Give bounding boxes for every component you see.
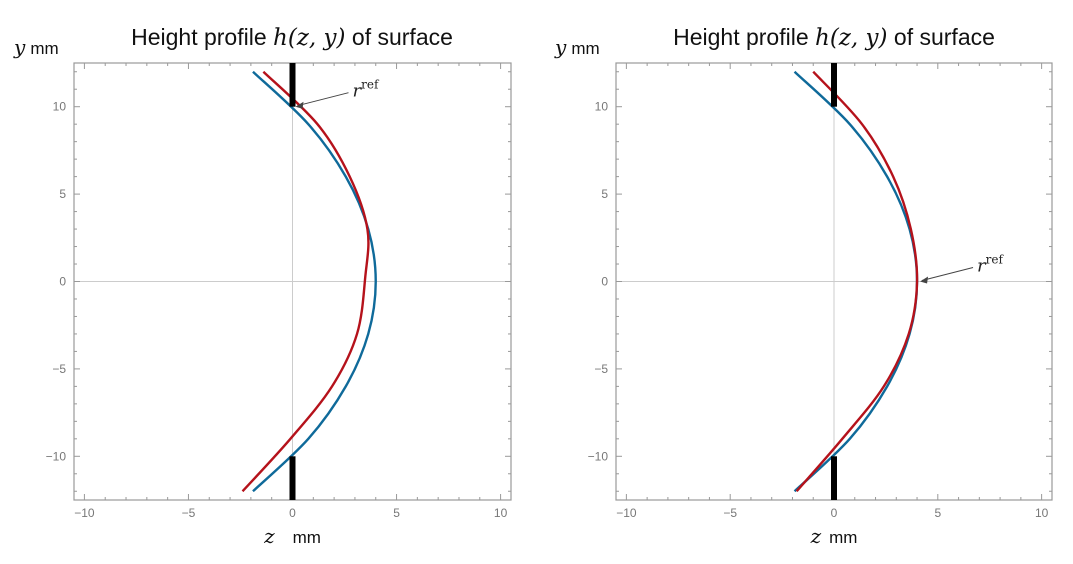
x-tick-label: 0 bbox=[831, 506, 838, 520]
chart-title: Height profile h(z, y) of surface bbox=[673, 24, 995, 51]
chart-panel-right: Height profile h(z, y) of surface −10 −5 0 5… bbox=[554, 24, 1053, 548]
x-axis-var: z bbox=[263, 524, 275, 548]
chart-title-prefix: Height profile bbox=[673, 24, 815, 50]
x-tick-label: 5 bbox=[934, 506, 941, 520]
series-line-blue bbox=[252, 70, 377, 493]
series-line-red bbox=[241, 70, 370, 493]
aperture-bar bbox=[831, 63, 837, 107]
y-tick-label: 5 bbox=[59, 187, 66, 201]
annotation-arrow-line bbox=[297, 92, 349, 107]
x-axis-label: z mm bbox=[810, 524, 858, 548]
x-tick-label: 5 bbox=[393, 506, 400, 520]
x-axis-label: z mm bbox=[263, 524, 321, 548]
y-axis-label: y mm bbox=[554, 35, 600, 59]
aperture-bar bbox=[831, 456, 837, 500]
aperture-bar bbox=[289, 63, 296, 107]
aperture-bar bbox=[289, 456, 296, 500]
annotation-label-base: r bbox=[353, 81, 363, 102]
y-axis-label: y mm bbox=[13, 35, 59, 59]
x-tick-label: −5 bbox=[723, 506, 737, 520]
chart-title: Height profile h(z, y) of surface bbox=[131, 24, 453, 51]
x-tick-label: 0 bbox=[289, 506, 296, 520]
chart-title-suffix: of surface bbox=[346, 24, 453, 50]
y-tick-label: −10 bbox=[46, 449, 67, 463]
series-line-red bbox=[795, 70, 919, 493]
annotation-arrow-line bbox=[921, 267, 974, 281]
y-axis-var: y bbox=[554, 35, 567, 59]
x-tick-label: −5 bbox=[182, 506, 196, 520]
y-tick-label: −5 bbox=[52, 362, 66, 376]
chart-panel-left: Height profile h(z, y) of surface −10 −5 0 5… bbox=[13, 24, 512, 548]
y-tick-label: 0 bbox=[59, 275, 66, 289]
y-tick-label: 10 bbox=[595, 100, 609, 114]
annotation-label: rref bbox=[977, 253, 1004, 277]
x-tick-label: 10 bbox=[494, 506, 508, 520]
y-axis-unit: mm bbox=[571, 39, 599, 58]
y-tick-label: −5 bbox=[594, 362, 608, 376]
y-axis-var: y bbox=[13, 35, 26, 59]
y-tick-label: −10 bbox=[588, 449, 609, 463]
chart-title-math: h(z, y) bbox=[273, 25, 346, 51]
annotation-label-sup: ref bbox=[986, 253, 1005, 267]
annotation-arrowhead bbox=[920, 276, 929, 284]
annotation-label: rref bbox=[353, 78, 380, 102]
chart-title-math: h(z, y) bbox=[815, 25, 888, 51]
x-tick-label: −10 bbox=[616, 506, 637, 520]
chart-title-prefix: Height profile bbox=[131, 24, 273, 50]
x-axis-unit: mm bbox=[293, 528, 321, 547]
annotation-arrowhead bbox=[295, 101, 304, 109]
y-tick-label: 0 bbox=[601, 275, 608, 289]
y-tick-label: 10 bbox=[53, 100, 67, 114]
x-axis-unit: mm bbox=[829, 528, 857, 547]
annotation-label-base: r bbox=[977, 256, 987, 277]
x-tick-label: −10 bbox=[74, 506, 95, 520]
x-tick-label: 10 bbox=[1035, 506, 1049, 520]
chart-title-suffix: of surface bbox=[888, 24, 995, 50]
annotation-label-sup: ref bbox=[361, 78, 380, 92]
y-axis-unit: mm bbox=[30, 39, 58, 58]
x-axis-var: z bbox=[810, 524, 822, 548]
y-tick-label: 5 bbox=[601, 187, 608, 201]
